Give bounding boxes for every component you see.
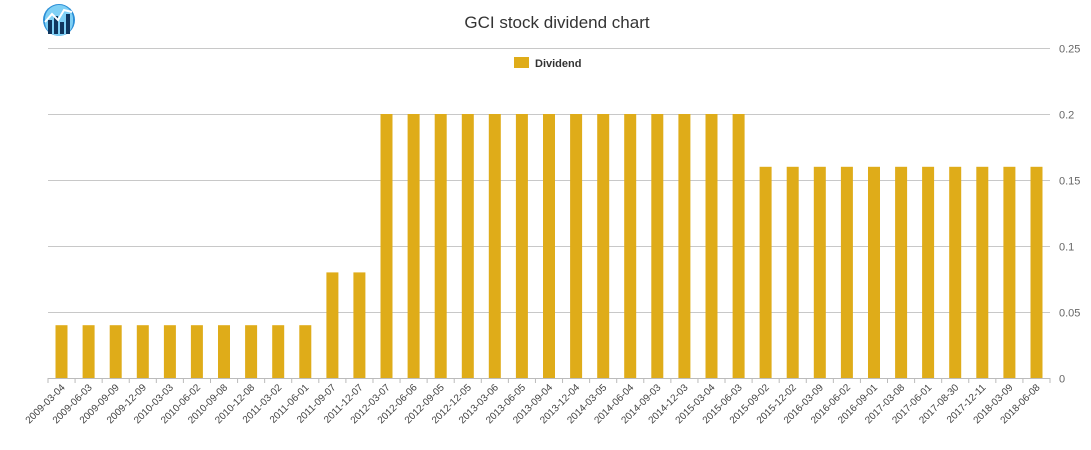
- bar: [353, 272, 366, 378]
- y-tick-label: 0.25: [1059, 44, 1080, 56]
- stock-chart-logo-icon: [43, 4, 75, 36]
- bar: [570, 114, 583, 378]
- bar: [840, 166, 853, 378]
- bar: [380, 114, 393, 378]
- y-tick-label: 0: [1059, 374, 1065, 386]
- y-tick-label: 0.1: [1059, 242, 1074, 254]
- bar: [786, 166, 799, 378]
- bar: [82, 325, 95, 378]
- bar: [515, 114, 528, 378]
- bar: [407, 114, 420, 378]
- bar: [1030, 166, 1043, 378]
- bars: [55, 114, 1043, 378]
- bar: [190, 325, 203, 378]
- y-tick-label: 0.2: [1059, 110, 1074, 122]
- bar: [895, 166, 908, 378]
- bar: [272, 325, 285, 378]
- bar: [976, 166, 989, 378]
- bar: [868, 166, 880, 378]
- bar: [624, 114, 637, 378]
- legend-label-dividend: Dividend: [535, 58, 581, 70]
- bar: [1003, 166, 1016, 378]
- bar: [678, 114, 691, 378]
- bar: [488, 114, 501, 378]
- bar: [326, 272, 339, 378]
- y-tick-label: 0.05: [1059, 308, 1080, 320]
- bar: [109, 325, 122, 378]
- bar: [949, 166, 962, 378]
- bar: [55, 325, 68, 378]
- bar: [759, 166, 772, 378]
- bar: [597, 114, 610, 378]
- chart-title: GCI stock dividend chart: [464, 13, 649, 32]
- bar: [461, 114, 474, 378]
- y-tick-label: 0.15: [1059, 176, 1080, 188]
- bar: [299, 325, 312, 378]
- bar: [705, 114, 718, 378]
- bar: [732, 114, 745, 378]
- y-axis-ticks: 0 0.05 0.1 0.15 0.2 0.25: [1059, 44, 1080, 386]
- bar: [922, 166, 935, 378]
- bar: [651, 114, 664, 378]
- bar: [434, 114, 447, 378]
- x-axis-ticks: 2009-03-042009-06-032009-09-092009-12-09…: [24, 378, 1051, 426]
- bar: [813, 166, 826, 378]
- bar: [543, 114, 555, 378]
- bar: [136, 325, 149, 378]
- bar: [218, 325, 230, 378]
- legend-swatch-dividend: [514, 57, 529, 68]
- bar: [163, 325, 176, 378]
- bar: [245, 325, 258, 378]
- legend: Dividend: [514, 57, 581, 70]
